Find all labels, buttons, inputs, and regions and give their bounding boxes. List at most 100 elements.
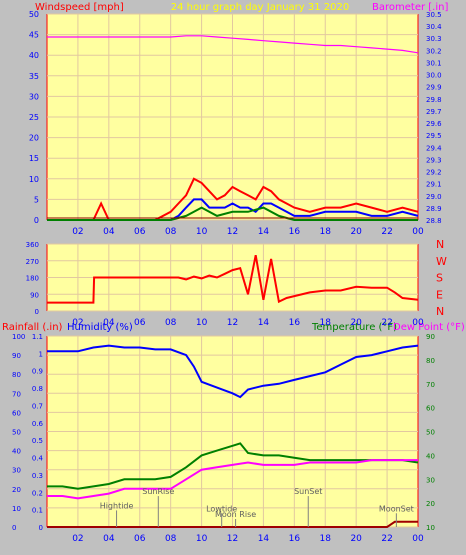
y-right-tick-label: 29.6 [426, 120, 442, 128]
y-right-tick-label: 30.4 [426, 23, 442, 31]
y-rain-tick-label: 0.6 [32, 420, 44, 428]
y-right-tick-label: 29.5 [426, 132, 442, 140]
x-tick-label: 20 [350, 318, 362, 328]
temperature-title: Temperature (°F) [311, 322, 397, 333]
y-humidity-tick-label: 0 [12, 524, 16, 532]
y-right-tick-label: 28.8 [426, 217, 442, 225]
x-tick-label: 22 [381, 318, 392, 328]
y-humidity-tick-label: 100 [12, 333, 25, 341]
x-tick-label: 14 [258, 227, 270, 237]
date-title: 24 hour graph day January 31 2020 [171, 2, 349, 13]
y-left-tick-label: 5 [34, 195, 39, 204]
y-rain-tick-label: 1 [39, 350, 43, 358]
y-temp-tick-label: 70 [426, 381, 435, 389]
x-tick-label: 14 [258, 318, 270, 328]
y-right-tick-label: 29.7 [426, 108, 442, 116]
y-left-tick-label: 10 [29, 175, 39, 184]
compass-label: N [436, 305, 444, 318]
y-humidity-tick-label: 50 [12, 429, 21, 437]
x-tick-label: 16 [289, 534, 301, 544]
compass-label: S [436, 272, 443, 285]
y-temp-tick-label: 60 [426, 405, 435, 413]
y-temp-tick-label: 30 [426, 476, 435, 484]
x-tick-label: 00 [412, 227, 424, 237]
x-tick-label: 00 [412, 534, 424, 544]
series-temperature-f- [47, 442, 419, 490]
annotation-label: SunSet [294, 487, 322, 496]
dewpoint-title: Dew Point (°F) [393, 322, 465, 333]
y-right-tick-label: 29.8 [426, 96, 442, 104]
x-tick-label: 10 [196, 534, 208, 544]
y-left-tick-label: 40 [29, 51, 39, 60]
y-right-tick-label: 30.5 [426, 11, 442, 19]
y-humidity-tick-label: 70 [12, 390, 21, 398]
series-wind-minimum [47, 206, 418, 221]
x-tick-label: 08 [165, 227, 177, 237]
y-right-tick-label: 30.3 [426, 35, 442, 43]
y-left-tick-label: 270 [26, 258, 39, 266]
x-tick-label: 06 [134, 318, 146, 328]
y-temp-tick-label: 10 [426, 524, 435, 532]
humidity-temperature-panel: 02 04 06 08 10 12 14 16 18 20 22 0000.10.20.30.40.5… [12, 333, 435, 544]
compass-label: E [436, 288, 443, 301]
y-right-tick-label: 29.9 [426, 84, 442, 92]
x-tick-label: 16 [289, 227, 301, 237]
x-tick-label: 02 [72, 534, 83, 544]
y-left-tick-label: 0 [35, 308, 39, 316]
y-temp-tick-label: 90 [426, 333, 435, 341]
y-right-tick-label: 29.2 [426, 169, 442, 177]
y-right-tick-label: 28.9 [426, 205, 442, 213]
y-temp-tick-label: 40 [426, 452, 435, 460]
y-rain-tick-label: 0.5 [32, 437, 43, 445]
annotation-label: Moon Rise [215, 510, 256, 519]
y-humidity-tick-label: 20 [12, 486, 21, 494]
x-tick-label: 18 [320, 227, 332, 237]
compass-label: W [436, 255, 447, 268]
y-left-tick-label: 90 [30, 291, 39, 299]
y-rain-tick-label: 0.1 [32, 507, 43, 515]
barometer-title: Barometer [.in] [372, 2, 448, 13]
x-tick-label: 08 [165, 318, 177, 328]
y-rain-tick-label: 0.9 [32, 368, 43, 376]
x-tick-label: 20 [350, 227, 362, 237]
y-rain-tick-label: 0.3 [32, 472, 43, 480]
x-tick-label: 04 [103, 318, 115, 328]
x-tick-label: 02 [72, 318, 83, 328]
y-humidity-tick-label: 10 [12, 505, 21, 513]
y-temp-tick-label: 50 [426, 429, 435, 437]
x-tick-label: 12 [227, 318, 238, 328]
y-left-tick-label: 50 [29, 10, 39, 19]
y-right-tick-label: 30.1 [426, 59, 442, 67]
series-humidity- [47, 344, 419, 399]
y-left-tick-label: 25 [29, 113, 39, 122]
x-tick-label: 00 [412, 318, 424, 328]
series-barometer [47, 35, 419, 54]
series-rainfall-in- [47, 520, 418, 528]
annotation-label: Lowtide [206, 504, 237, 513]
x-tick-label: 12 [227, 227, 238, 237]
x-tick-label: 22 [381, 227, 392, 237]
rainfall-title: Rainfall (.in) [2, 322, 63, 333]
x-tick-label: 06 [134, 227, 146, 237]
x-tick-label: 10 [196, 227, 208, 237]
y-right-tick-label: 29.0 [426, 193, 442, 201]
humidity-title: Humidity (%) [67, 322, 133, 333]
x-tick-label: 22 [381, 534, 392, 544]
y-humidity-tick-label: 80 [12, 371, 21, 379]
y-left-tick-label: 15 [29, 154, 39, 163]
y-left-tick-label: 35 [29, 72, 39, 81]
x-tick-label: 20 [350, 534, 362, 544]
y-rain-tick-label: 1.1 [32, 333, 43, 341]
y-left-tick-label: 0 [34, 216, 39, 225]
x-tick-label: 06 [134, 534, 146, 544]
y-rain-tick-label: 0.2 [32, 489, 43, 497]
y-rain-tick-label: 0.7 [32, 402, 43, 410]
x-tick-label: 16 [289, 318, 301, 328]
annotation-label: MoonSet [379, 504, 414, 513]
y-rain-tick-label: 0 [39, 524, 43, 532]
y-left-tick-label: 30 [29, 92, 39, 101]
x-tick-label: 08 [165, 534, 177, 544]
x-tick-label: 04 [103, 534, 115, 544]
